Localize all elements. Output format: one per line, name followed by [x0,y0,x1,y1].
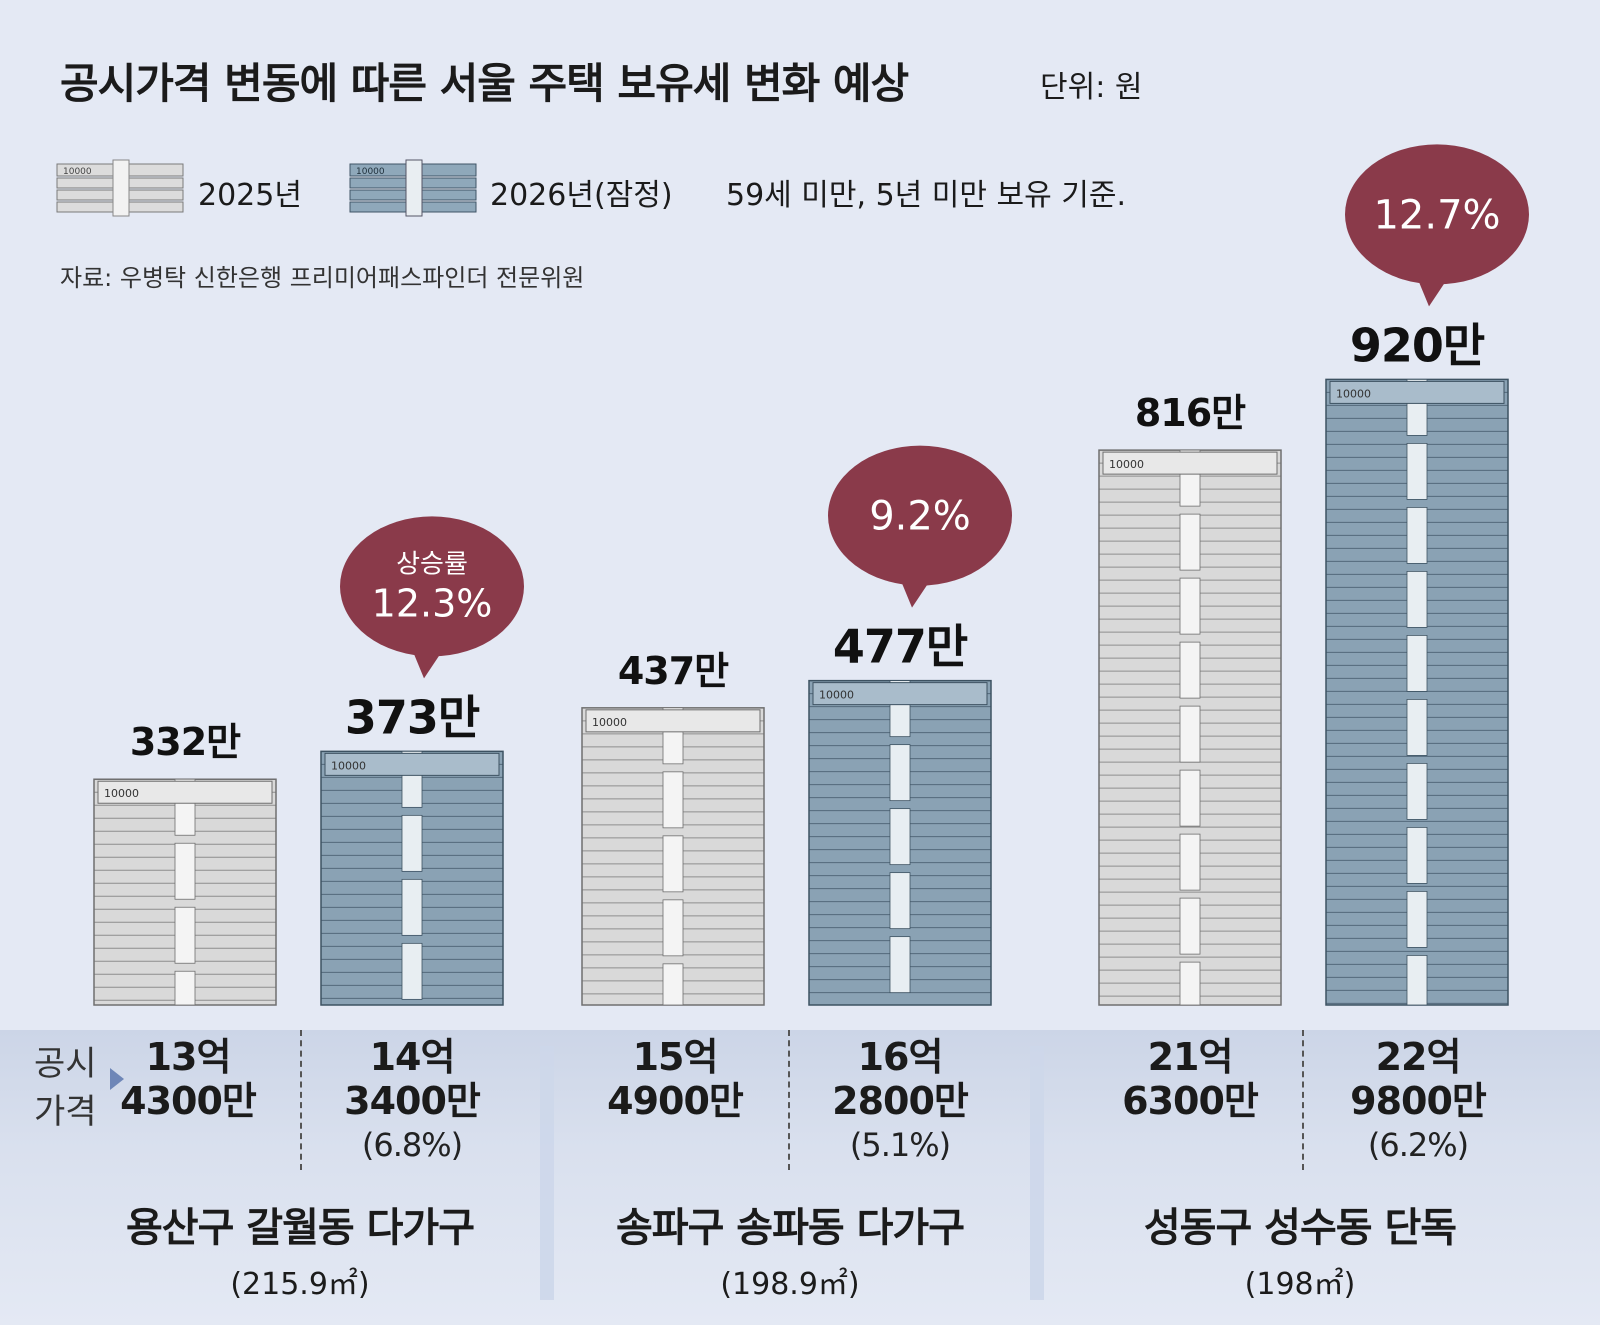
price-band [0,1030,1600,1325]
legend-2026: 2026년(잠정) [490,178,673,213]
increase-value: 9.2% [869,494,971,540]
bill-denomination: 10000 [592,716,627,729]
bar-2026: 10000 [320,750,504,1006]
data-label: 332만 [130,720,241,764]
price-label: 22억 9800만 (6.2%) [1350,1035,1487,1164]
bill-denomination: 10000 [331,759,366,772]
bar-2025: 10000 [581,707,765,1006]
group-label: 성동구 성수동 단독 (198㎡) [1143,1205,1457,1302]
bar-2025: 10000 [1098,449,1282,1006]
group-label: 송파구 송파동 다가구 (198.9㎡) [615,1205,965,1302]
price-label: 16억 2800만 (5.1%) [832,1035,969,1164]
increase-value: 12.3% [372,581,493,625]
price-label: 13억 4300만 [120,1035,257,1123]
legend-2025: 2025년 [198,178,302,213]
increase-bubble: 12.7% [1345,144,1529,307]
data-label: 920만 [1350,318,1485,372]
bar-2025: 10000 [93,778,277,1006]
price-label: 14억 3400만 (6.8%) [344,1035,481,1164]
group-label: 용산구 갈월동 다가구 (215.9㎡) [125,1205,475,1302]
divider [1302,1030,1304,1170]
increase-value: 12.7% [1373,192,1500,238]
band-separator [540,1046,554,1300]
bill-denomination: 10000 [1336,387,1371,400]
bill-denomination: 10000 [104,787,139,800]
legend: 10000 2025년 10000 2026년(잠정) 59세 미만, 5년 미… [0,150,1600,230]
page-title: 공시가격 변동에 따른 서울 주택 보유세 변화 예상 [60,59,909,108]
row-label: 공시 가격 [34,1044,97,1132]
bar-2026: 10000 [808,679,992,1006]
data-label: 437만 [618,649,729,693]
money-stack-blue-icon: 10000 [349,159,477,217]
legend-note: 59세 미만, 5년 미만 보유 기준. [726,178,1127,213]
price-label: 21억 6300만 [1122,1035,1259,1123]
unit-label: 단위: 원 [1040,70,1143,105]
price-label: 15억 4900만 [607,1035,744,1123]
data-label: 477만 [833,620,968,674]
bill-denomination: 10000 [1109,458,1144,471]
bill-denomination: 10000 [819,689,854,702]
band-separator [1030,1046,1044,1300]
divider [300,1030,302,1170]
data-label: 816만 [1135,391,1246,435]
source-note: 자료: 우병탁 신한은행 프리미어패스파인더 전문위원 [60,264,585,292]
increase-bubble: 9.2% [828,445,1012,608]
money-stack-gray-icon: 10000 [56,159,184,217]
data-label: 373만 [345,690,480,744]
triangle-arrow-icon [110,1068,124,1090]
svg-text:10000: 10000 [356,167,385,177]
increase-caption: 상승률 [396,549,468,579]
svg-text:10000: 10000 [63,167,92,177]
divider [788,1030,790,1170]
bar-2026: 10000 [1325,378,1509,1006]
